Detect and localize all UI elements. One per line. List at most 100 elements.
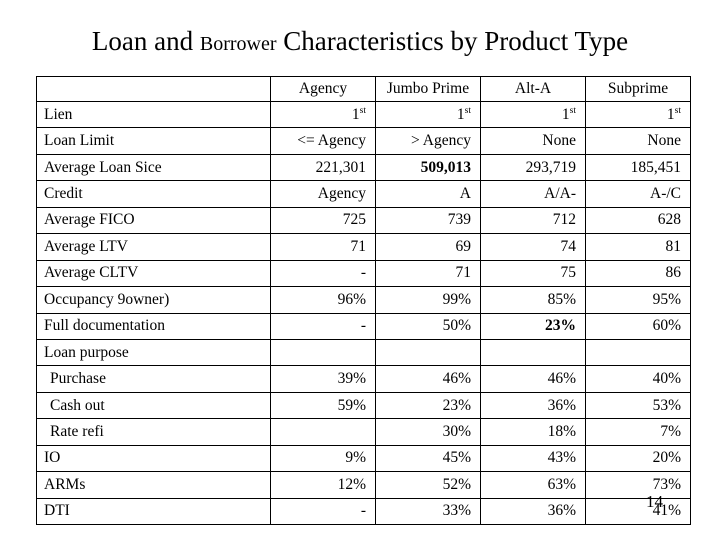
table-row: Rate refi 30% 18% 7%: [36, 418, 691, 446]
table-cell: Agency: [270, 180, 376, 208]
table-row: Lien 1st 1st 1st 1st: [36, 100, 691, 129]
table-cell: [375, 338, 481, 367]
table-cell: A/A-: [480, 180, 586, 208]
corner-cell: [36, 76, 271, 102]
table-cell: 95%: [585, 286, 691, 314]
table-cell: 36%: [480, 391, 586, 420]
table-cell: -: [270, 259, 376, 288]
row-label: Loan Limit: [36, 127, 271, 155]
table-cell: 1st: [585, 100, 691, 129]
table-header: Agency Jumbo Prime Alt-A Subprime: [36, 76, 691, 102]
table-cell: 71: [375, 259, 481, 288]
row-label: ARMs: [36, 471, 271, 499]
table-cell: 9%: [270, 444, 376, 473]
table-row: Average LTV 71 69 74 81: [36, 233, 691, 261]
table-row: Purchase 39% 46% 46% 40%: [36, 365, 691, 393]
table-cell: 36%: [480, 497, 586, 526]
table-row: Loan purpose: [36, 338, 691, 367]
table-row: Cash out 59% 23% 36% 53%: [36, 391, 691, 420]
table-cell: 509,013: [375, 153, 481, 182]
table-cell: 46%: [480, 365, 586, 393]
row-label: Occupancy 9owner): [36, 286, 271, 314]
superscript: st: [359, 104, 366, 116]
table-cell: <= Agency: [270, 127, 376, 155]
table-row: Average Loan Sice 221,301 509,013 293,719 18…: [36, 153, 691, 182]
table-cell: 39%: [270, 365, 376, 393]
column-header: Alt-A: [480, 76, 586, 102]
table-cell: 59%: [270, 391, 376, 420]
table-cell: 99%: [375, 286, 481, 314]
row-label: Average FICO: [36, 206, 271, 235]
row-label: Rate refi: [36, 418, 271, 446]
table-cell: A: [375, 180, 481, 208]
page-number: 14: [646, 492, 663, 511]
table-cell: 23%: [375, 391, 481, 420]
row-label: Purchase: [36, 365, 271, 393]
column-header: Subprime: [585, 76, 691, 102]
table-cell: 63%: [480, 471, 586, 499]
table-cell: 96%: [270, 286, 376, 314]
row-label: Loan purpose: [36, 338, 271, 367]
table-cell: > Agency: [375, 127, 481, 155]
column-header: Jumbo Prime: [375, 76, 481, 102]
table-cell: [270, 338, 376, 367]
table-cell: None: [480, 127, 586, 155]
table-cell: 74: [480, 233, 586, 261]
table-cell: 12%: [270, 471, 376, 499]
table-cell: 85%: [480, 286, 586, 314]
slide-title-part2: Borrower: [199, 33, 277, 55]
table-cell: 1st: [375, 100, 481, 129]
slide-title: Loan and Borrower Characteristics by Pro…: [0, 26, 720, 57]
table-cell: 725: [270, 206, 376, 235]
table-cell: 81: [585, 233, 691, 261]
table-cell: 33%: [375, 497, 481, 526]
table-cell: 71: [270, 233, 376, 261]
table-cell: 712: [480, 206, 586, 235]
row-label: Lien: [36, 100, 271, 129]
table-cell: -: [270, 497, 376, 526]
superscript: st: [569, 104, 576, 116]
table-cell: 1st: [480, 100, 586, 129]
table-cell: 50%: [375, 312, 481, 340]
table-row: IO 9% 45% 43% 20%: [36, 444, 691, 473]
table-cell: 20%: [585, 444, 691, 473]
table-cell: 23%: [480, 312, 586, 340]
table-cell: 7%: [585, 418, 691, 446]
table-cell: 45%: [375, 444, 481, 473]
table-cell: 53%: [585, 391, 691, 420]
column-header: Agency: [270, 76, 376, 102]
table-cell: 60%: [585, 312, 691, 340]
table-cell: 1st: [270, 100, 376, 129]
table-cell: A-/C: [585, 180, 691, 208]
row-label: IO: [36, 444, 271, 473]
row-label: Average Loan Sice: [36, 153, 271, 182]
table-row: Occupancy 9owner) 96% 99% 85% 95%: [36, 286, 691, 314]
row-label: Cash out: [36, 391, 271, 420]
table-cell: 73%: [585, 471, 691, 499]
table-cell: 46%: [375, 365, 481, 393]
table-cell: 739: [375, 206, 481, 235]
table-cell: None: [585, 127, 691, 155]
table-cell: 75: [480, 259, 586, 288]
row-label: Credit: [36, 180, 271, 208]
table-cell: 628: [585, 206, 691, 235]
row-label: DTI: [36, 497, 271, 526]
table-cell: 43%: [480, 444, 586, 473]
table-row: ARMs 12% 52% 63% 73%: [36, 471, 691, 499]
table-cell: -: [270, 312, 376, 340]
table-cell: 293,719: [480, 153, 586, 182]
table-cell: 52%: [375, 471, 481, 499]
table-cell: 185,451: [585, 153, 691, 182]
characteristics-table: Agency Jumbo Prime Alt-A Subprime Lien 1st 1s…: [36, 76, 691, 526]
table-row: Full documentation -50% 23% 60%: [36, 312, 691, 340]
table-cell: [480, 338, 586, 367]
table-cell: 40%: [585, 365, 691, 393]
table-cell: [270, 418, 376, 446]
table-cell: 18%: [480, 418, 586, 446]
table-wrap: Agency Jumbo Prime Alt-A Subprime Lien 1st 1s…: [36, 76, 691, 526]
table-cell: 69: [375, 233, 481, 261]
table-row: Loan Limit <= Agency > Agency None None: [36, 127, 691, 155]
table-row: Credit Agency A A/A- A-/C: [36, 180, 691, 208]
table-cell: 30%: [375, 418, 481, 446]
